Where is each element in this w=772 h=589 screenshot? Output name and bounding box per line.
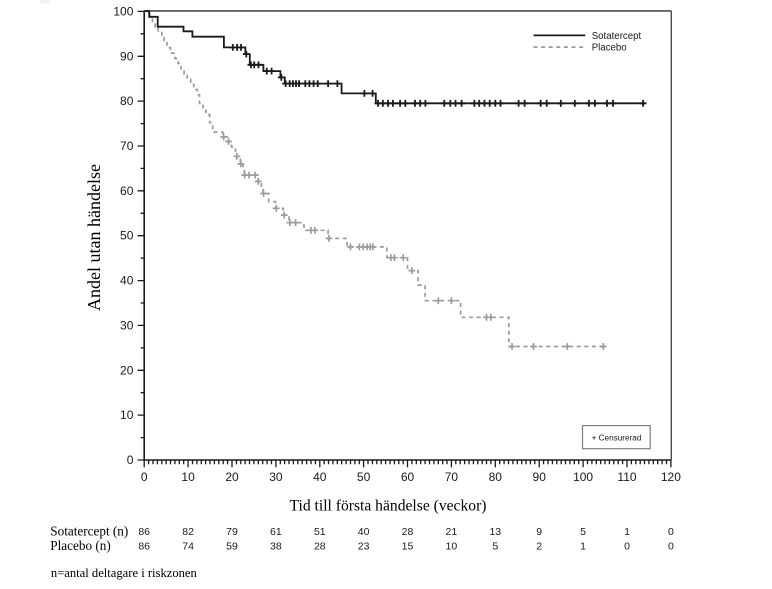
- svg-text:80: 80: [120, 94, 134, 108]
- svg-text:59: 59: [226, 541, 238, 553]
- svg-text:9: 9: [536, 526, 542, 538]
- svg-text:0: 0: [624, 541, 630, 553]
- svg-text:0: 0: [127, 453, 134, 467]
- svg-text:10: 10: [446, 541, 458, 553]
- svg-text:5: 5: [580, 526, 586, 538]
- svg-text:86: 86: [138, 541, 150, 553]
- svg-text:40: 40: [120, 274, 134, 288]
- svg-text:60: 60: [401, 470, 415, 484]
- svg-text:40: 40: [358, 526, 370, 538]
- svg-text:100: 100: [573, 470, 593, 484]
- svg-text:10: 10: [181, 470, 195, 484]
- svg-text:61: 61: [270, 526, 282, 538]
- svg-text:Sotatercept (n): Sotatercept (n): [50, 524, 128, 539]
- svg-text:28: 28: [402, 526, 414, 538]
- svg-text:82: 82: [182, 526, 194, 538]
- svg-text:51: 51: [314, 526, 326, 538]
- svg-text:20: 20: [120, 363, 134, 377]
- svg-text:0: 0: [141, 470, 148, 484]
- svg-text:20: 20: [225, 470, 239, 484]
- svg-text:1: 1: [580, 541, 586, 553]
- svg-text:70: 70: [445, 470, 459, 484]
- svg-text:30: 30: [269, 470, 283, 484]
- svg-text:5: 5: [492, 541, 498, 553]
- svg-text:110: 110: [617, 470, 636, 484]
- svg-text:28: 28: [314, 541, 326, 553]
- svg-text:13: 13: [489, 526, 501, 538]
- svg-text:30: 30: [120, 318, 134, 332]
- svg-text:40: 40: [313, 470, 327, 484]
- svg-text:Placebo: Placebo: [592, 43, 627, 54]
- svg-text:1: 1: [624, 526, 630, 538]
- svg-text:Sotatercept: Sotatercept: [592, 31, 642, 42]
- svg-text:100: 100: [113, 4, 133, 18]
- svg-text:0: 0: [668, 526, 674, 538]
- svg-text:50: 50: [120, 229, 134, 243]
- svg-text:Tid till första händelse (veck: Tid till första händelse (veckor): [290, 498, 487, 515]
- svg-text:38: 38: [270, 541, 282, 553]
- svg-text:50: 50: [357, 470, 371, 484]
- svg-text:90: 90: [120, 49, 134, 63]
- svg-text:60: 60: [120, 184, 134, 198]
- svg-text:10: 10: [120, 408, 134, 422]
- svg-text:n=antal deltagare i riskzonen: n=antal deltagare i riskzonen: [51, 566, 198, 580]
- svg-text:23: 23: [358, 541, 370, 553]
- svg-text:15: 15: [402, 541, 414, 553]
- svg-text:74: 74: [182, 541, 194, 553]
- svg-text:2: 2: [536, 541, 542, 553]
- svg-text:79: 79: [226, 526, 238, 538]
- svg-text:86: 86: [138, 526, 150, 538]
- svg-text:80: 80: [489, 470, 503, 484]
- svg-text:Andel utan händelse: Andel utan händelse: [84, 164, 104, 311]
- svg-text:+ Censurerad: + Censurerad: [592, 433, 642, 442]
- svg-text:Placebo (n): Placebo (n): [50, 538, 110, 553]
- svg-text:90: 90: [533, 470, 547, 484]
- svg-text:120: 120: [661, 470, 681, 484]
- svg-text:70: 70: [120, 139, 134, 153]
- svg-text:0: 0: [668, 541, 674, 553]
- svg-text:21: 21: [446, 526, 458, 538]
